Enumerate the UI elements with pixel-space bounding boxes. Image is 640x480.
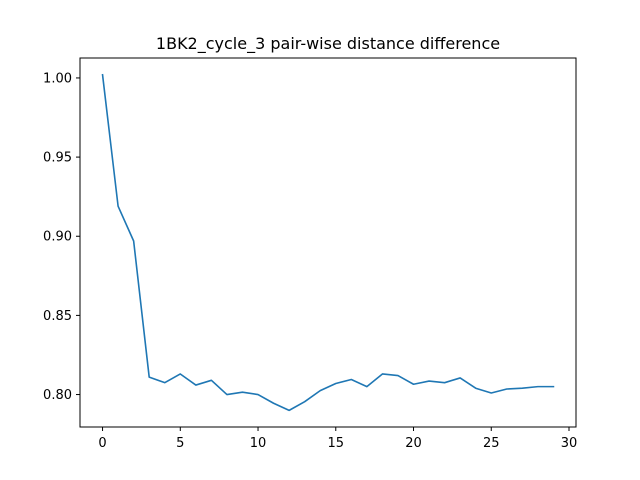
x-tick-label: 25 xyxy=(483,436,500,451)
x-tick-label: 20 xyxy=(405,436,422,451)
x-tick-label: 5 xyxy=(176,436,184,451)
y-tick-label: 0.95 xyxy=(43,151,72,166)
x-tick-label: 15 xyxy=(328,436,345,451)
series-line xyxy=(101,73,555,412)
x-tick-label: 30 xyxy=(561,436,578,451)
y-tick-label: 0.80 xyxy=(43,388,72,403)
plot-area-frame xyxy=(79,57,577,428)
series-layer xyxy=(101,73,555,412)
x-tick-label: 10 xyxy=(250,436,267,451)
y-axis: 0.80 0.85 0.90 0.95 1.00 xyxy=(43,71,80,403)
y-tick-label: 0.85 xyxy=(43,309,72,324)
x-tick-label: 0 xyxy=(98,436,106,451)
y-tick-label: 0.90 xyxy=(43,230,72,245)
chart-title: 1BK2_cycle_3 pair-wise distance differen… xyxy=(156,34,500,54)
y-tick-label: 1.00 xyxy=(43,71,72,86)
x-axis: 0 5 10 15 20 25 30 xyxy=(98,427,577,451)
